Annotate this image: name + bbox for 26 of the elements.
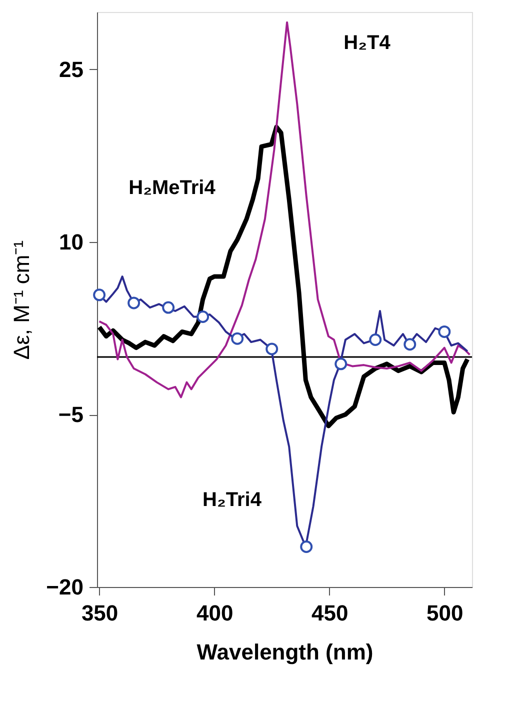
- x-tick-label: 450: [312, 600, 348, 626]
- point: [300, 540, 313, 553]
- x-axis-title: Wavelength (nm): [196, 640, 374, 664]
- point: [404, 338, 416, 351]
- y-tick-label: −20: [46, 574, 84, 600]
- text: H₂T4: [344, 32, 392, 54]
- y-axis-title: Δε, M⁻¹ cm⁻¹: [9, 240, 34, 360]
- point: [438, 325, 451, 338]
- line-series: [98, 21, 471, 398]
- point: [369, 334, 382, 346]
- series-label: H₂MeTri4: [128, 177, 216, 199]
- x-tick-label: 400: [196, 600, 234, 626]
- y-tick-label: −5: [58, 402, 84, 427]
- series-label: H₂Tri4: [202, 489, 262, 511]
- point: [162, 301, 175, 314]
- point: [334, 358, 348, 370]
- point: [231, 332, 244, 345]
- line-series: [97, 124, 470, 428]
- point: [196, 310, 210, 323]
- y-tick-label: 10: [59, 230, 84, 254]
- point: [128, 296, 140, 310]
- y-tick-label: 25: [59, 57, 84, 82]
- x-tick-label: 350: [81, 600, 118, 626]
- point: [266, 342, 278, 356]
- point: [93, 288, 106, 302]
- x-tick-label: 500: [426, 600, 464, 626]
